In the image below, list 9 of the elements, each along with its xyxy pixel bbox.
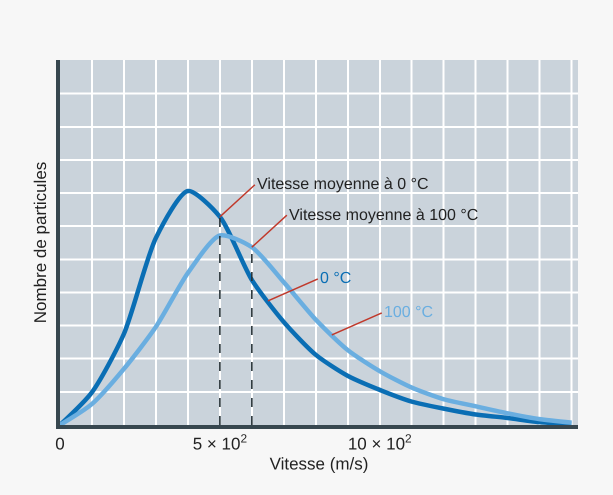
- x-tick-label: 5 × 10$^{2}$: [192, 431, 248, 454]
- x-axis-title: Vitesse (m/s): [270, 454, 368, 474]
- ref-line-label: Vitesse moyenne à 100 °C: [289, 207, 478, 224]
- y-axis-title: Nombre de particules: [31, 162, 50, 324]
- ref-line-label: Vitesse moyenne à 0 °C: [257, 176, 429, 193]
- x-tick-label: 10 × 10$^{2}$: [348, 431, 412, 454]
- text: 100 °C: [384, 304, 434, 321]
- x-tick-label: 0: [55, 434, 65, 454]
- text: 0 °C: [320, 270, 352, 287]
